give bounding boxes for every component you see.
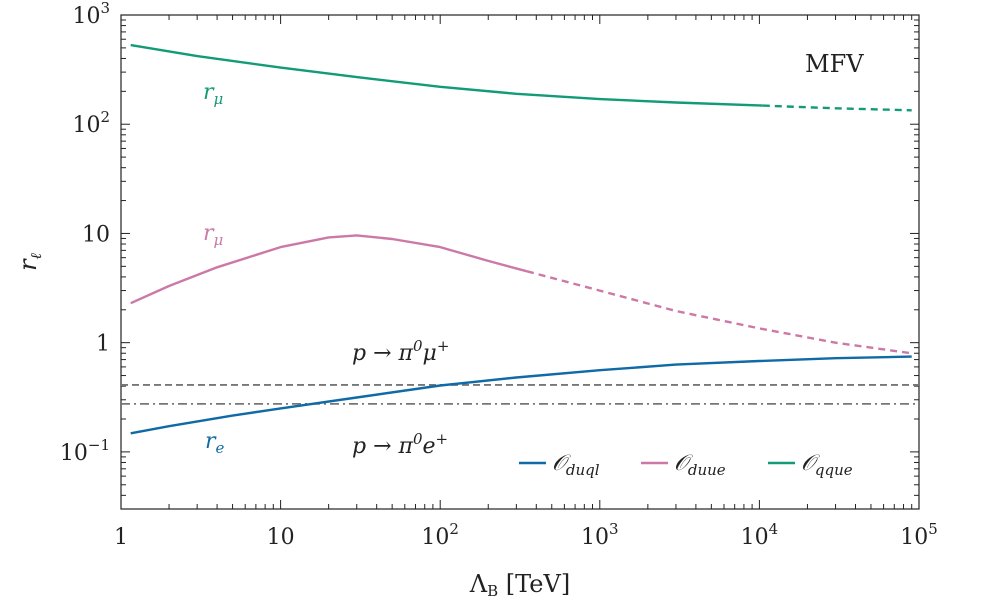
x-tick-label: 10 xyxy=(267,525,295,550)
legend-label-qque: 𝒪qque xyxy=(801,451,853,479)
x-tick-label: 1 xyxy=(114,525,128,550)
y-tick-label: 10 xyxy=(82,222,110,247)
x-tick-label: 103 xyxy=(581,520,619,550)
y-tick-label: 1 xyxy=(96,332,110,357)
label-p-pi0-e: p → π0e+ xyxy=(352,430,448,459)
annotation-r-mu-green: rμ xyxy=(203,80,223,108)
y-axis-title: rℓ xyxy=(14,253,45,271)
annotation-mfv: MFV xyxy=(805,50,864,78)
x-tick-label: 104 xyxy=(741,520,779,550)
series-line-O_duql xyxy=(130,355,912,435)
legend-label-duue: 𝒪duue xyxy=(674,451,726,479)
x-tick-label: 102 xyxy=(421,520,459,550)
series-line-dashed-O_duue xyxy=(526,270,912,355)
series-line-O_qque xyxy=(130,43,763,107)
annotation-r-mu-pink: rμ xyxy=(203,221,223,249)
series-line-O_duue xyxy=(130,234,528,305)
label-p-pi0-mu: p → π0μ+ xyxy=(352,337,449,366)
x-axis-title: ΛB [TeV] xyxy=(469,570,570,600)
series-line-dashed-O_qque xyxy=(762,104,912,112)
legend-label-duql: 𝒪duql xyxy=(552,451,600,479)
legend: 𝒪duql 𝒪duue 𝒪qque xyxy=(519,451,853,479)
y-tick-label: 10−1 xyxy=(60,436,110,466)
annotation-r-e: re xyxy=(205,429,225,457)
y-tick-label: 103 xyxy=(72,0,110,29)
x-tick-label: 105 xyxy=(900,520,938,550)
plot-frame xyxy=(120,14,920,510)
y-tick-label: 102 xyxy=(72,108,110,138)
